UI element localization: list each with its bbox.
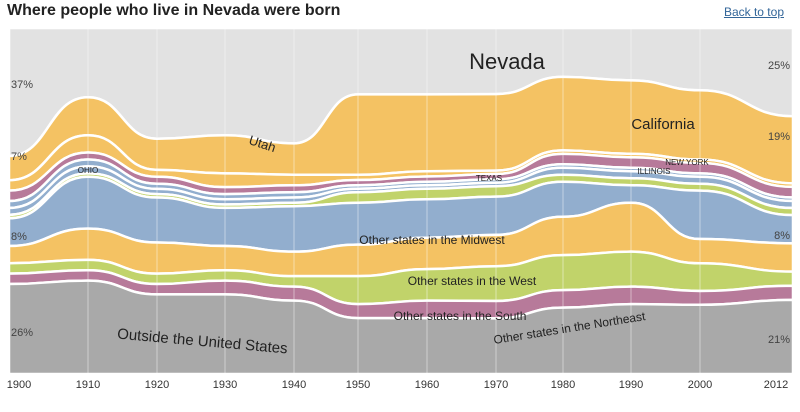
label-midwest: Other states in the Midwest (359, 233, 505, 247)
pct-right-west: 8% (774, 230, 790, 242)
x-axis: 1900 1910 1920 1930 1940 1950 1960 1970 … (7, 379, 788, 391)
label-ohio: OHIO (78, 166, 98, 175)
x-tick-1950: 1950 (346, 379, 370, 391)
label-texas: TEXAS (476, 174, 502, 183)
label-illinois: ILLINOIS (638, 167, 671, 176)
x-tick-1900: 1900 (7, 379, 31, 391)
label-south: Other states in the South (394, 309, 527, 323)
x-tick-1910: 1910 (76, 379, 100, 391)
pct-left-california: 7% (11, 151, 27, 163)
x-tick-1990: 1990 (619, 379, 643, 391)
label-west: Other states in the West (408, 274, 537, 288)
band-outside-the-united-states (7, 279, 795, 376)
x-tick-1960: 1960 (415, 379, 439, 391)
x-tick-1980: 1980 (551, 379, 575, 391)
pct-left-midwest: 8% (11, 231, 27, 243)
x-tick-2012: 2012 (764, 379, 788, 391)
x-tick-1940: 1940 (282, 379, 306, 391)
pct-right-nevada: 25% (768, 60, 790, 72)
x-tick-1930: 1930 (213, 379, 237, 391)
back-to-top-link[interactable]: Back to top (723, 5, 784, 19)
label-new-york: NEW YORK (665, 158, 709, 167)
gridlines (87, 28, 701, 374)
pct-left-nevada: 37% (11, 79, 33, 91)
pct-right-outside: 21% (768, 334, 790, 346)
pct-right-california: 19% (768, 131, 790, 143)
label-california: California (631, 116, 695, 133)
x-tick-1970: 1970 (484, 379, 508, 391)
x-tick-2000: 2000 (688, 379, 712, 391)
band-layer (7, 26, 795, 376)
chart-title: Where people who live in Nevada were bor… (7, 2, 341, 19)
x-tick-1920: 1920 (145, 379, 169, 391)
pct-left-outside: 26% (11, 327, 33, 339)
label-nevada: Nevada (469, 49, 546, 74)
